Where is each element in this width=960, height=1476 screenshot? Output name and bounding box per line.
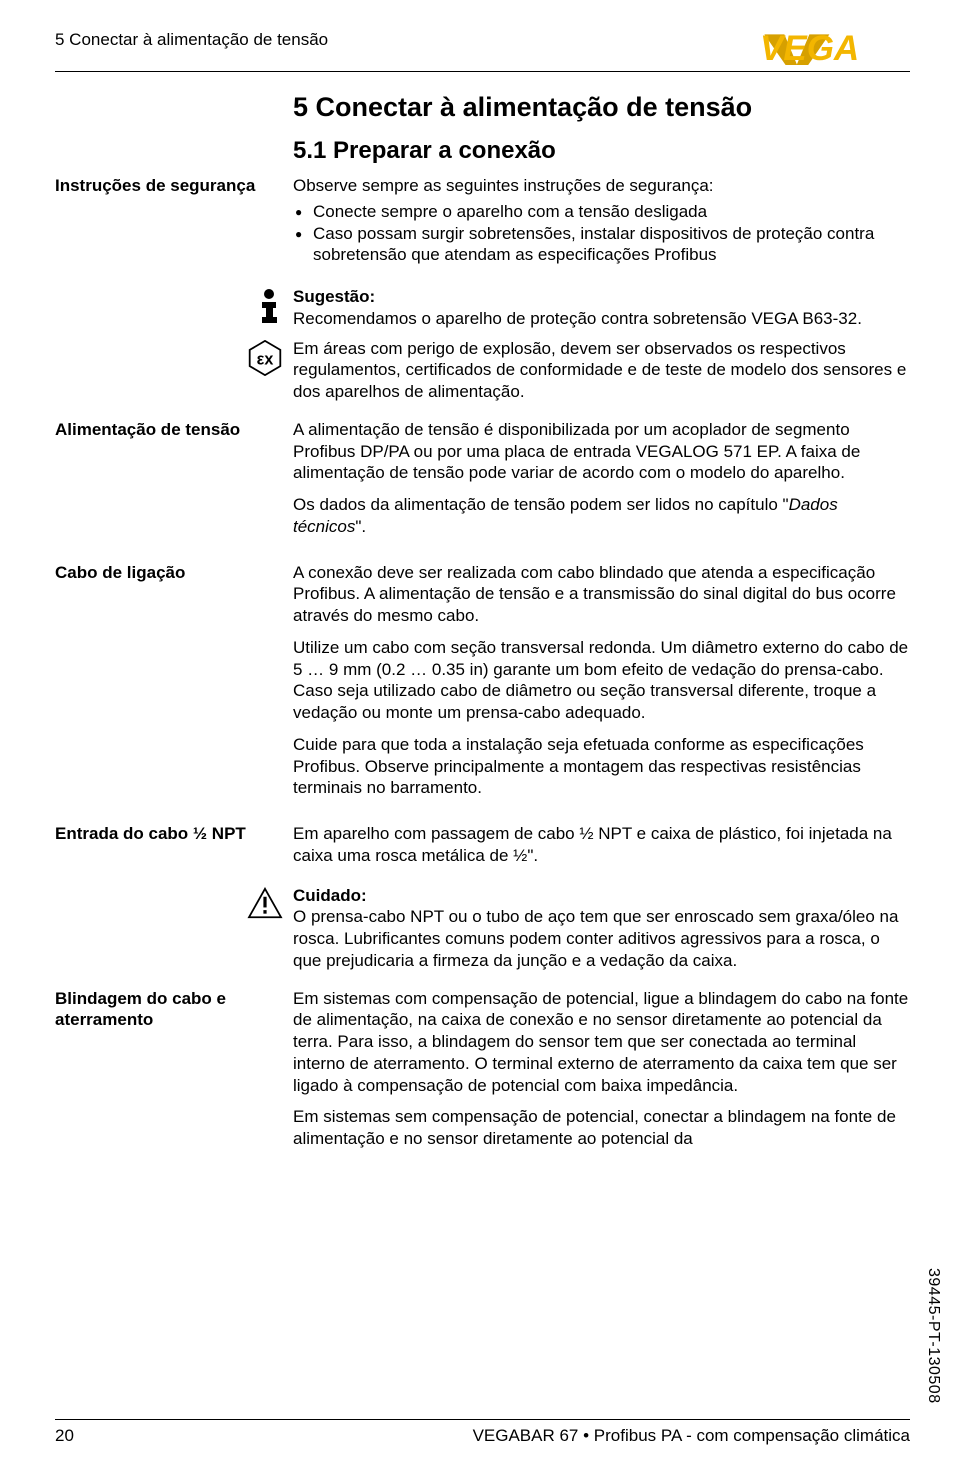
list-item: Conecte sempre o aparelho com a tensão d…: [293, 201, 910, 223]
callout-text: O prensa-cabo NPT ou o tubo de aço tem q…: [293, 907, 898, 970]
paragraph: A conexão deve ser realizada com cabo bl…: [293, 562, 910, 627]
paragraph: Em aparelho com passagem de cabo ½ NPT e…: [293, 823, 910, 867]
section-body: Em sistemas com compensação de potencial…: [293, 988, 910, 1150]
page: 5 Conectar à alimentação de tensão VEGA …: [0, 0, 960, 1476]
callout-tip: Sugestão: Recomendamos o aparelho de pro…: [293, 286, 910, 330]
section-entrada: Entrada do cabo ½ NPT Em aparelho com pa…: [55, 823, 910, 877]
text-run: Os dados da alimentação de tensão podem …: [293, 495, 789, 514]
bullet-list: Conecte sempre o aparelho com a tensão d…: [293, 201, 910, 266]
section-alimentacao: Alimentação de tensão A alimentação de t…: [55, 419, 910, 548]
section-body: Observe sempre as seguintes instruções d…: [293, 175, 910, 272]
ex-hazard-icon: εx: [247, 340, 283, 376]
section-body: A alimentação de tensão é disponibilizad…: [293, 419, 910, 548]
margin-label: Alimentação de tensão: [55, 419, 293, 440]
paragraph: Cuide para que toda a instalação seja ef…: [293, 734, 910, 799]
section-blindagem: Blindagem do cabo e aterramento Em siste…: [55, 988, 910, 1150]
callout-text: Recomendamos o aparelho de proteção cont…: [293, 309, 862, 328]
callout-ex: εx Em áreas com perigo de explosão, deve…: [293, 338, 910, 403]
callout-title: Sugestão:: [293, 287, 375, 306]
section-cabo: Cabo de ligação A conexão deve ser reali…: [55, 562, 910, 810]
paragraph: Os dados da alimentação de tensão podem …: [293, 494, 910, 538]
section-instrucoes: Instruções de segurança Observe sempre a…: [55, 175, 910, 272]
svg-text:VEGA: VEGA: [760, 30, 859, 65]
paragraph: A alimentação de tensão é disponibilizad…: [293, 419, 910, 484]
footer-doc-title: VEGABAR 67 • Profibus PA - com compensaç…: [473, 1426, 910, 1446]
header: 5 Conectar à alimentação de tensão VEGA: [55, 30, 910, 65]
svg-text:εx: εx: [257, 350, 274, 368]
margin-label: Cabo de ligação: [55, 562, 293, 583]
callout-text: Em áreas com perigo de explosão, devem s…: [293, 339, 906, 402]
doc-code-vertical: 39445-PT-130508: [924, 1268, 942, 1404]
header-rule: [55, 71, 910, 72]
section-body: Em aparelho com passagem de cabo ½ NPT e…: [293, 823, 910, 877]
footer: 20 VEGABAR 67 • Profibus PA - com compen…: [55, 1419, 910, 1446]
list-item: Caso possam surgir sobretensões, instala…: [293, 223, 910, 267]
paragraph: Utilize um cabo com seção transversal re…: [293, 637, 910, 724]
callout-caution: Cuidado: O prensa-cabo NPT ou o tubo de …: [293, 885, 910, 972]
margin-label: Entrada do cabo ½ NPT: [55, 823, 293, 844]
margin-label: Instruções de segurança: [55, 175, 293, 196]
text-run: ".: [355, 517, 366, 536]
margin-label: Blindagem do cabo e aterramento: [55, 988, 293, 1031]
section-title: 5.1 Preparar a conexão: [293, 137, 910, 165]
paragraph: Em sistemas com compensação de potencial…: [293, 988, 910, 1097]
vega-logo: VEGA: [760, 30, 910, 65]
chapter-title: 5 Conectar à alimentação de tensão: [293, 92, 910, 123]
header-breadcrumb: 5 Conectar à alimentação de tensão: [55, 30, 328, 50]
info-icon: [255, 288, 283, 324]
paragraph: Observe sempre as seguintes instruções d…: [293, 175, 910, 197]
section-body: A conexão deve ser realizada com cabo bl…: [293, 562, 910, 810]
footer-rule: [55, 1419, 910, 1420]
warning-icon: [247, 887, 283, 919]
callout-title: Cuidado:: [293, 886, 367, 905]
page-number: 20: [55, 1426, 74, 1446]
paragraph: Em sistemas sem compensação de potencial…: [293, 1106, 910, 1150]
